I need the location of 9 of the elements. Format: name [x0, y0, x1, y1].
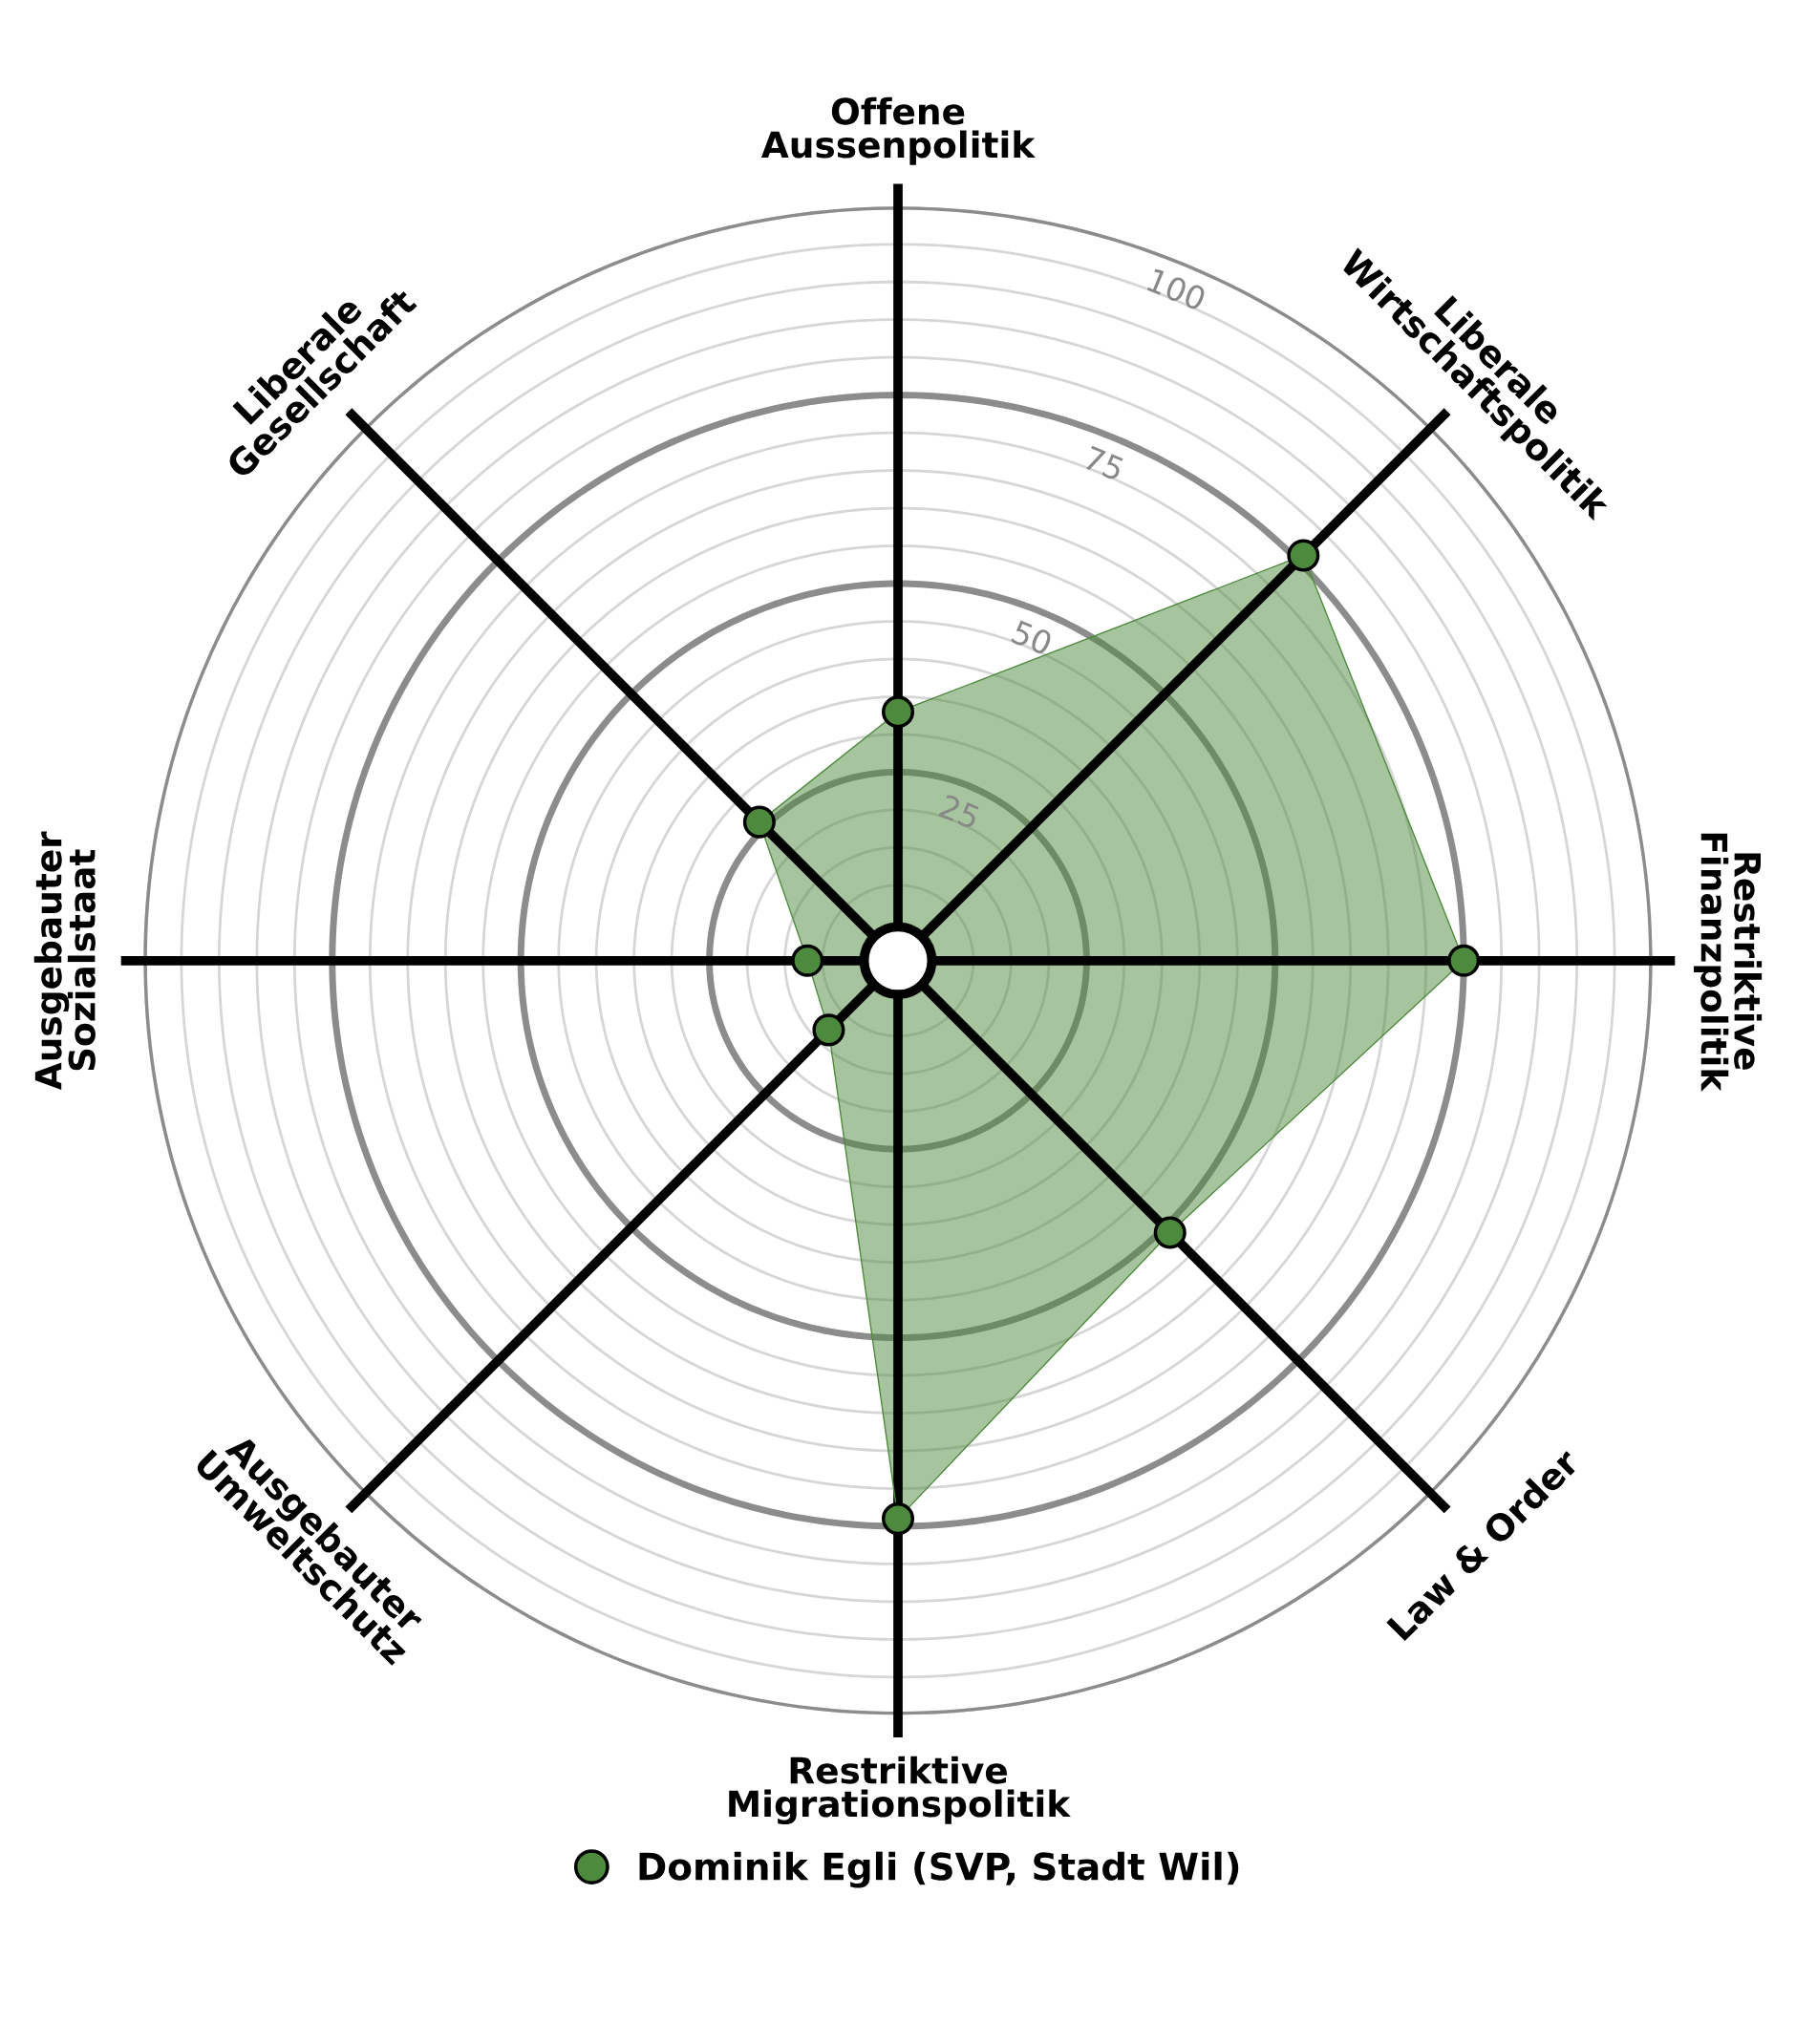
spoke-label: Ausgebauter Sozialstaat — [33, 831, 96, 1091]
spoke-label: Restriktive Migrationspolitik — [729, 1756, 1071, 1825]
legend-label: Dominik Egli (SVP, Stadt Wil) — [639, 1851, 1239, 1888]
spoke-label: Restriktive Finanzpolitik — [1693, 833, 1763, 1093]
y-tick-label: 50 — [1011, 619, 1054, 656]
spoke-label: Offene Aussenpolitik — [760, 96, 1036, 165]
y-tick-label: 75 — [1082, 445, 1125, 481]
y-tick-label: 25 — [938, 794, 981, 830]
y-tick-label: 100 — [1146, 267, 1208, 311]
